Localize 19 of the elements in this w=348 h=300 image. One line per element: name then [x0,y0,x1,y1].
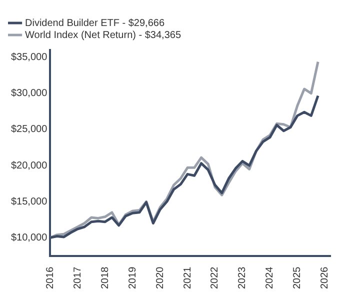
x-tick-label: 2016 [44,266,56,290]
x-tick-label: 2018 [100,266,111,290]
y-tick-label: $35,000 [10,52,48,63]
y-tick-label: $20,000 [10,160,48,172]
x-tick-label: 2019 [127,266,138,290]
y-tick-label: $15,000 [10,196,48,208]
y-tick-label: $30,000 [10,88,48,100]
x-tick-label: 2017 [72,266,84,290]
x-tick-label: 2026 [320,266,331,290]
y-tick-label: $10,000 [10,232,48,244]
legend-label: World Index (Net Return) - $34,365 [25,30,182,41]
y-tick-label: $25,000 [10,124,48,136]
x-tick-label: 2023 [237,266,248,290]
x-tick-label: 2025 [292,266,304,290]
x-tick-label: 2024 [264,266,276,290]
x-tick-label: 2020 [154,266,166,290]
x-tick-label: 2021 [182,266,194,290]
legend-label: Dividend Builder ETF - $29,666 [25,18,165,29]
x-tick-label: 2022 [210,266,221,290]
